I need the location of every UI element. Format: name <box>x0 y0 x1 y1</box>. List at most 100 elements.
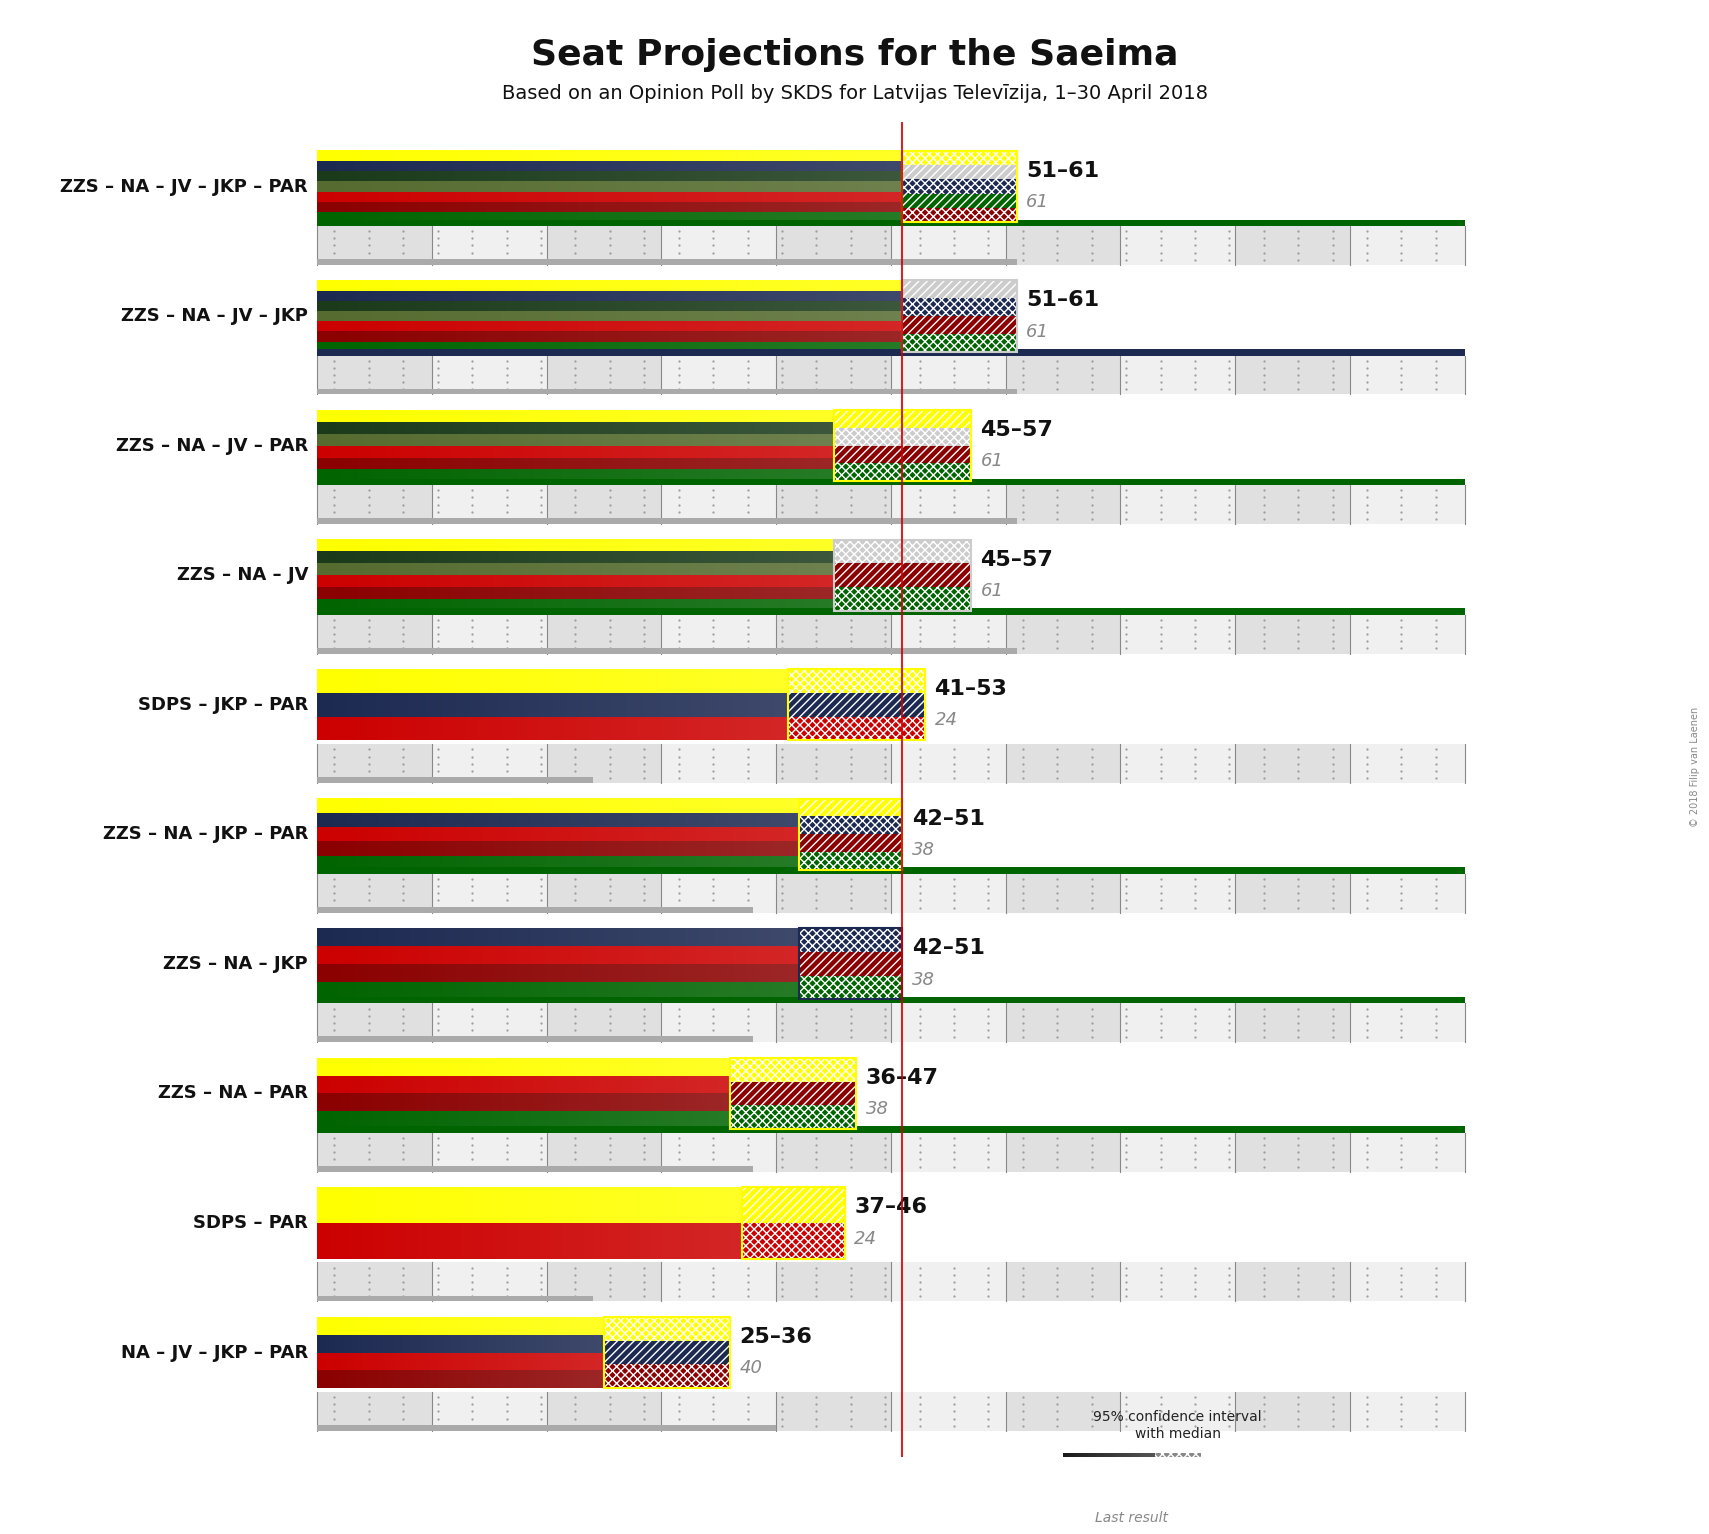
Bar <box>1350 356 1465 394</box>
Bar <box>776 1262 890 1301</box>
Text: 37–46: 37–46 <box>854 1198 928 1218</box>
Bar <box>902 209 1017 222</box>
Text: ZZS – NA – JV – JKP – PAR: ZZS – NA – JV – JKP – PAR <box>60 178 308 195</box>
Bar <box>902 193 1017 209</box>
Bar <box>1350 874 1465 913</box>
Bar <box>800 834 902 851</box>
Bar <box>1121 874 1236 913</box>
Bar <box>318 1425 776 1431</box>
Text: ZZS – NA – JKP: ZZS – NA – JKP <box>164 954 308 973</box>
Text: 24: 24 <box>854 1230 877 1247</box>
Text: 51–61: 51–61 <box>1027 290 1099 310</box>
Bar <box>834 428 971 446</box>
Text: 61: 61 <box>1027 193 1049 212</box>
Bar <box>788 693 925 716</box>
Text: SDPS – PAR: SDPS – PAR <box>193 1213 308 1232</box>
Bar <box>1236 615 1350 653</box>
Bar <box>318 647 1017 653</box>
Bar <box>661 1262 776 1301</box>
Bar <box>318 874 432 913</box>
Bar <box>834 428 971 446</box>
Bar <box>800 928 902 953</box>
Bar <box>547 485 661 525</box>
Bar <box>834 410 971 428</box>
Bar <box>661 874 776 913</box>
Bar <box>318 867 1465 874</box>
Bar <box>318 1296 593 1301</box>
Bar <box>730 1106 856 1129</box>
Bar <box>603 1341 730 1364</box>
Bar <box>776 744 890 784</box>
Bar <box>902 298 1017 316</box>
Bar <box>902 150 1017 166</box>
Bar <box>1350 1134 1465 1172</box>
Bar <box>432 1262 547 1301</box>
Bar <box>902 281 1017 351</box>
Bar <box>318 485 432 525</box>
Bar <box>318 1391 432 1431</box>
Bar <box>1350 1262 1465 1301</box>
Bar <box>730 1106 856 1129</box>
Bar <box>902 150 1017 166</box>
Bar <box>902 193 1017 209</box>
Bar <box>902 334 1017 351</box>
Bar <box>547 615 661 653</box>
Bar <box>318 997 1465 1003</box>
Text: 42–51: 42–51 <box>911 808 984 828</box>
Bar <box>800 953 902 976</box>
Bar <box>318 1003 432 1042</box>
Text: 38: 38 <box>911 971 935 988</box>
Bar <box>834 463 971 482</box>
Bar <box>547 1003 661 1042</box>
Bar <box>788 669 925 693</box>
Bar <box>902 281 1017 298</box>
Bar <box>661 744 776 784</box>
Bar <box>834 446 971 463</box>
Bar <box>432 615 547 653</box>
Bar <box>1236 1134 1350 1172</box>
Text: 41–53: 41–53 <box>935 680 1007 700</box>
Bar <box>318 259 1017 265</box>
Text: 61: 61 <box>981 581 1003 600</box>
Bar <box>432 874 547 913</box>
Bar <box>902 316 1017 334</box>
Bar <box>432 485 547 525</box>
Bar <box>902 166 1017 179</box>
Bar <box>890 1391 1005 1431</box>
Bar <box>890 744 1005 784</box>
Text: Seat Projections for the Saeima: Seat Projections for the Saeima <box>531 38 1178 72</box>
Text: 45–57: 45–57 <box>981 549 1053 569</box>
Bar <box>1350 485 1465 525</box>
Bar <box>603 1316 730 1388</box>
Bar <box>776 225 890 265</box>
Bar <box>1005 225 1121 265</box>
Bar <box>776 1391 890 1431</box>
Bar <box>1005 1391 1121 1431</box>
Bar <box>1121 744 1236 784</box>
Bar <box>800 953 902 976</box>
Bar <box>432 356 547 394</box>
Bar <box>1063 1491 1201 1508</box>
Bar <box>902 209 1017 222</box>
Bar <box>730 1058 856 1081</box>
Bar <box>834 540 971 563</box>
Bar <box>318 778 593 784</box>
Bar <box>800 816 902 834</box>
Bar <box>1350 1391 1465 1431</box>
Bar <box>318 1126 1465 1134</box>
Bar <box>834 410 971 428</box>
Bar <box>432 225 547 265</box>
Bar <box>800 816 902 834</box>
Bar <box>890 485 1005 525</box>
Bar <box>890 1134 1005 1172</box>
Bar <box>661 1003 776 1042</box>
Bar <box>1121 356 1236 394</box>
Text: 95% confidence interval
with median: 95% confidence interval with median <box>1094 1410 1261 1440</box>
Bar <box>432 1134 547 1172</box>
Bar <box>1350 1003 1465 1042</box>
Bar <box>1236 356 1350 394</box>
Bar <box>603 1364 730 1388</box>
Text: Last result: Last result <box>1095 1511 1169 1525</box>
Bar <box>1236 225 1350 265</box>
Bar <box>318 350 1465 356</box>
